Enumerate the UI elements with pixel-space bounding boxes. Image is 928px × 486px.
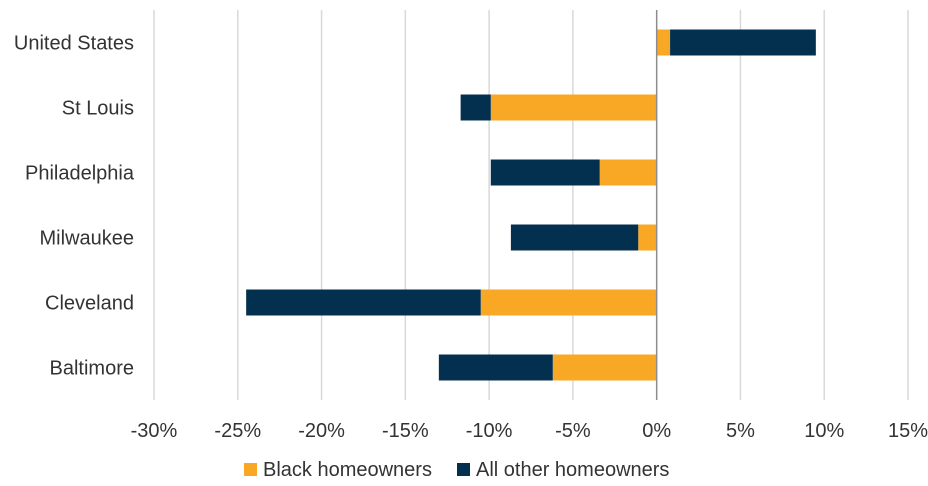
x-tick-label: -25% bbox=[214, 420, 261, 442]
bar-cleveland-series-0 bbox=[480, 289, 657, 316]
bar-philadelphia-series-0 bbox=[599, 159, 657, 186]
bar-milwaukee-series-0 bbox=[638, 224, 657, 251]
x-tick-label: 5% bbox=[726, 420, 755, 442]
bars bbox=[246, 29, 816, 381]
x-tick-label: -10% bbox=[466, 420, 513, 442]
legend: Black homeowners All other homeowners bbox=[244, 459, 669, 481]
category-labels: United States St Louis Philadelphia Milwauk… bbox=[14, 33, 135, 380]
legend-label: All other homeowners bbox=[476, 459, 669, 481]
bar-st-louis-series-1 bbox=[460, 94, 491, 121]
bar-united-states-series-1 bbox=[670, 29, 816, 56]
bar-milwaukee-series-1 bbox=[510, 224, 639, 251]
legend-label: Black homeowners bbox=[263, 459, 432, 481]
x-tick-label: -20% bbox=[298, 420, 345, 442]
bar-baltimore-series-0 bbox=[552, 354, 657, 381]
bar-cleveland-series-1 bbox=[246, 289, 481, 316]
category-label: St Louis bbox=[62, 98, 134, 120]
legend-swatch bbox=[457, 463, 470, 476]
x-tick-label: 15% bbox=[888, 420, 928, 442]
category-label: Milwaukee bbox=[40, 228, 134, 250]
x-tick-label: -15% bbox=[382, 420, 429, 442]
category-label: Philadelphia bbox=[25, 163, 135, 185]
x-tick-label: -5% bbox=[555, 420, 591, 442]
gridlines bbox=[153, 10, 909, 400]
bar-st-louis-series-0 bbox=[490, 94, 657, 121]
category-label: United States bbox=[14, 33, 134, 55]
x-tick-labels: -30% -25% -20% -15% -10% -5% 0% 5% 10% 15% bbox=[131, 420, 928, 442]
x-tick-label: 0% bbox=[642, 420, 671, 442]
bar-united-states-series-0 bbox=[656, 29, 671, 56]
legend-swatch bbox=[244, 463, 257, 476]
x-tick-label: -30% bbox=[131, 420, 178, 442]
bar-philadelphia-series-1 bbox=[490, 159, 600, 186]
x-tick-label: 10% bbox=[804, 420, 844, 442]
category-label: Baltimore bbox=[50, 358, 134, 380]
category-label: Cleveland bbox=[45, 293, 134, 315]
bar-baltimore-series-1 bbox=[438, 354, 553, 381]
